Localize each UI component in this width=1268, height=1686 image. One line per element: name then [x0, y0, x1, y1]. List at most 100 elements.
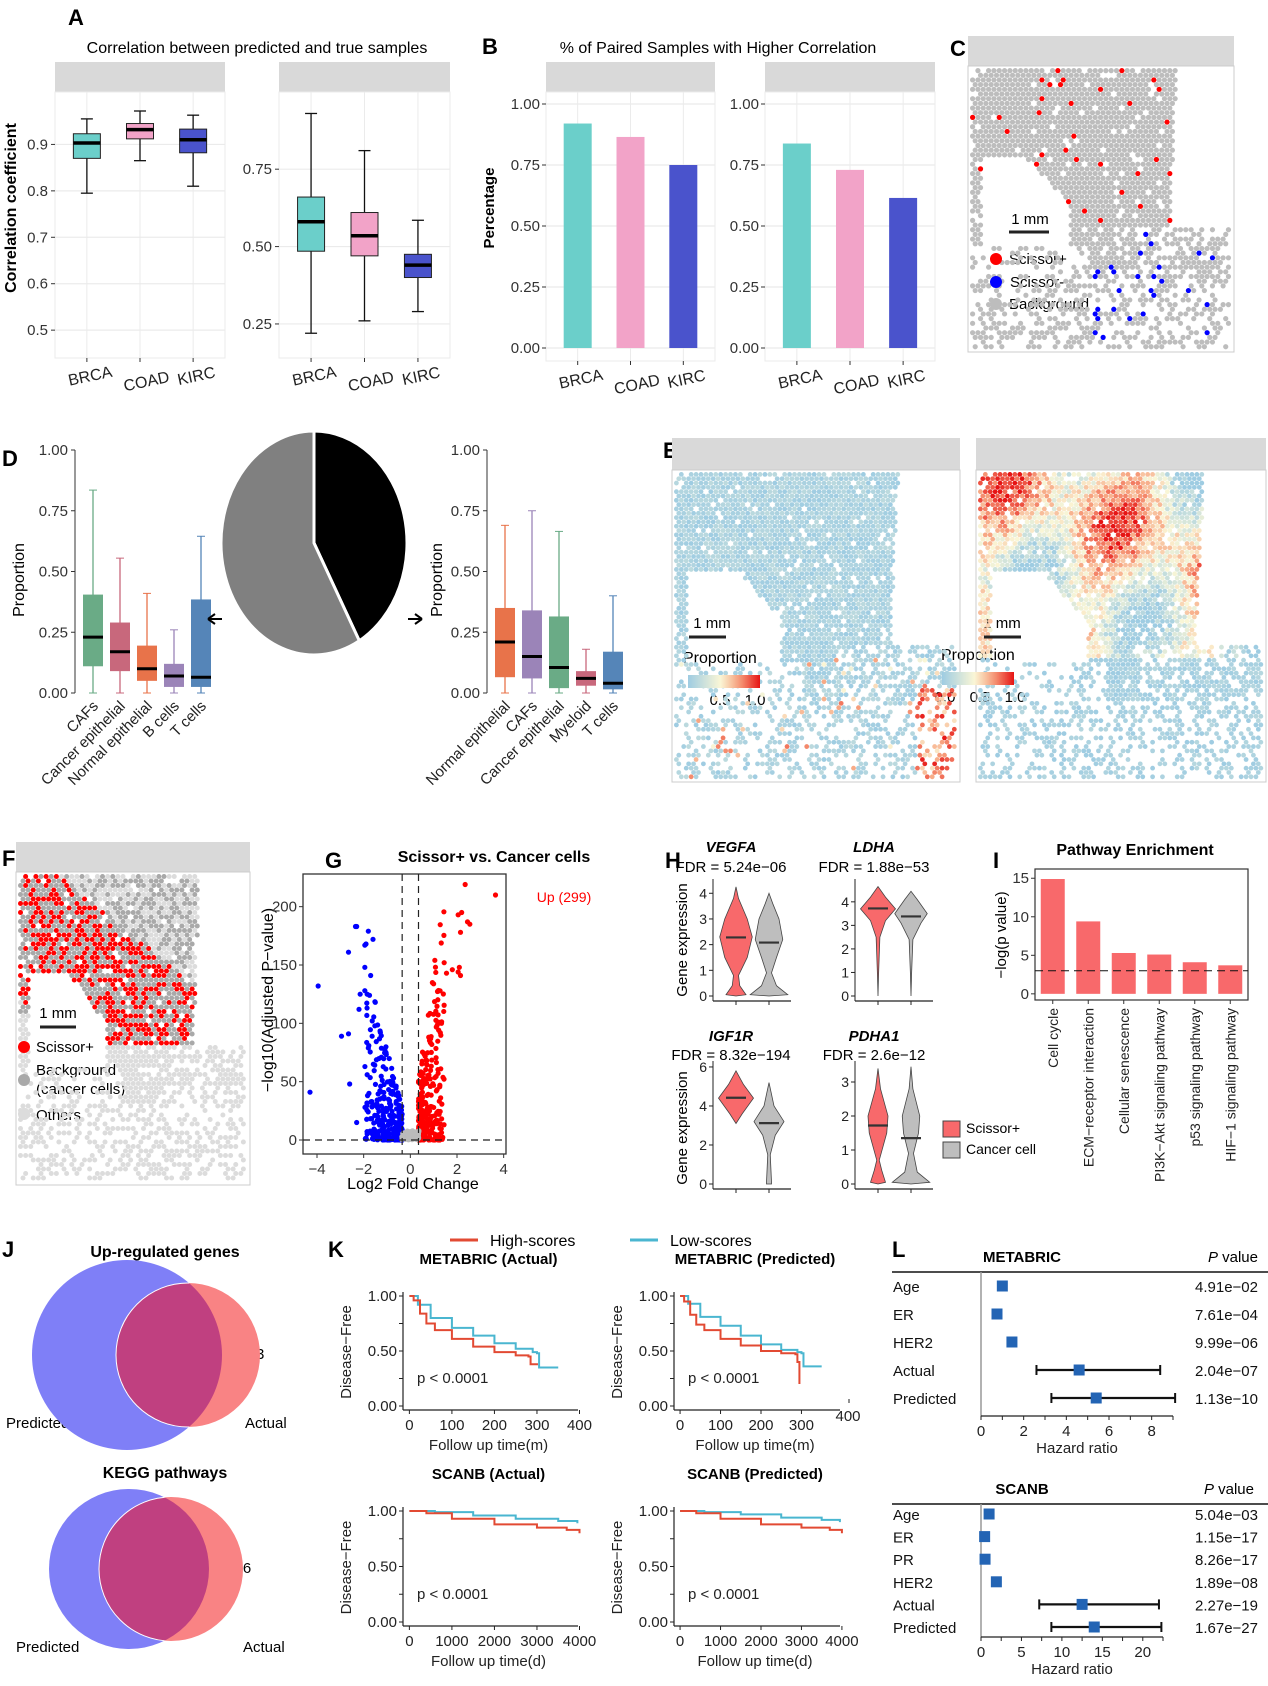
spot [846, 679, 851, 685]
spot [686, 554, 692, 559]
spot [720, 510, 726, 516]
spot [1161, 68, 1168, 74]
spot [787, 480, 792, 486]
spot [814, 502, 819, 508]
spot [1113, 484, 1119, 490]
spot [1124, 133, 1130, 139]
spot [824, 675, 829, 680]
spot [1182, 476, 1187, 482]
spot [755, 709, 760, 715]
spot [843, 476, 849, 482]
spot [1167, 180, 1173, 186]
spot [841, 567, 847, 572]
spot [821, 670, 827, 676]
spot [809, 657, 815, 663]
spot [977, 213, 984, 219]
spot [1145, 472, 1151, 477]
panel-h-legend-scissor-plus: Scissor+ [966, 1120, 1020, 1136]
spot [1019, 493, 1025, 499]
spot [789, 519, 795, 525]
spot [1071, 541, 1077, 546]
spot [1129, 142, 1136, 149]
spot [1204, 273, 1210, 280]
spot [696, 718, 701, 724]
spot [1073, 269, 1080, 275]
spot [1068, 110, 1074, 116]
spot [755, 528, 760, 533]
spot [1140, 549, 1146, 555]
spot [846, 541, 851, 546]
spot [1081, 523, 1087, 529]
spot [883, 640, 888, 646]
spot [1164, 147, 1170, 153]
spot [784, 640, 790, 646]
spot [873, 761, 878, 767]
spot [1189, 472, 1195, 477]
spot [686, 700, 692, 706]
spot [769, 597, 775, 603]
spot [1065, 170, 1072, 177]
spot [995, 545, 1000, 551]
spot [1009, 259, 1016, 266]
spot [1119, 292, 1125, 298]
spot [757, 670, 763, 676]
spot [1031, 156, 1037, 163]
spot [1092, 77, 1098, 83]
spot [1036, 316, 1042, 322]
spot [851, 532, 856, 538]
spot [924, 774, 930, 780]
spot [1051, 532, 1057, 538]
spot [1140, 217, 1146, 223]
spot [801, 713, 807, 719]
spot [1092, 255, 1098, 261]
spot [1097, 199, 1104, 205]
spot [1148, 185, 1154, 191]
spot [1194, 497, 1200, 503]
spot [1103, 510, 1109, 516]
spot [723, 515, 728, 520]
spot [1052, 250, 1058, 256]
spot [878, 744, 883, 749]
spot [1068, 203, 1074, 209]
spot [809, 683, 815, 689]
spot [870, 523, 876, 529]
spot [1143, 316, 1149, 322]
spot [892, 735, 898, 741]
spot [858, 761, 864, 767]
spot [1105, 82, 1112, 88]
spot [747, 688, 753, 693]
spot [718, 541, 724, 546]
spot [737, 523, 743, 529]
spot [806, 670, 812, 676]
spot [1007, 105, 1013, 111]
spot [1182, 545, 1187, 551]
spot [725, 484, 731, 490]
spot [1095, 325, 1101, 331]
spot [890, 515, 896, 520]
x-tick-label: KIRC [401, 364, 442, 389]
spot [698, 670, 704, 676]
spot [1005, 484, 1010, 490]
spot [1148, 175, 1154, 181]
spot [678, 515, 684, 520]
spot [1172, 273, 1178, 280]
spot [1164, 489, 1170, 495]
spot [1017, 330, 1024, 336]
spot [1156, 245, 1162, 252]
spot [977, 316, 984, 322]
x-tick-label: COAD [347, 369, 396, 395]
spot [1027, 489, 1032, 495]
spot [735, 476, 741, 482]
spot [733, 532, 738, 538]
spot [723, 489, 728, 495]
panel-label-f: F [2, 846, 15, 871]
spot [1187, 484, 1192, 490]
spot [1071, 515, 1077, 520]
spot [975, 330, 981, 336]
spot [814, 554, 819, 559]
spot [782, 558, 788, 564]
spot [678, 549, 684, 555]
spot [826, 567, 832, 572]
spot [767, 541, 773, 546]
spot [809, 502, 815, 508]
